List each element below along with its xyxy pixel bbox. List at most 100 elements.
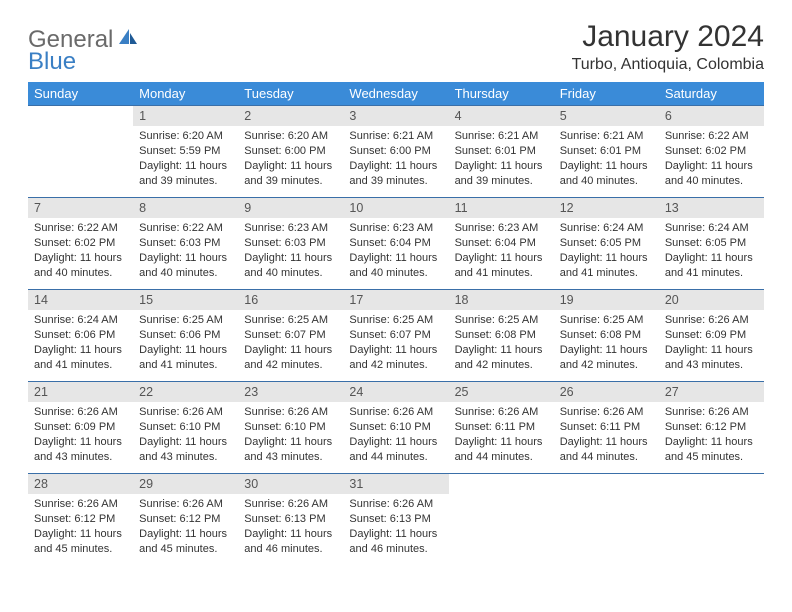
- day-cell: 27Sunrise: 6:26 AMSunset: 6:12 PMDayligh…: [659, 381, 764, 473]
- sunrise-text: Sunrise: 6:26 AM: [665, 405, 760, 420]
- day-body: Sunrise: 6:23 AMSunset: 6:03 PMDaylight:…: [238, 218, 343, 283]
- sunrise-text: Sunrise: 6:26 AM: [34, 405, 129, 420]
- weekday-header: Thursday: [449, 82, 554, 105]
- day-cell: 17Sunrise: 6:25 AMSunset: 6:07 PMDayligh…: [343, 289, 448, 381]
- sunset-text: Sunset: 6:02 PM: [665, 144, 760, 159]
- day-number: 9: [238, 197, 343, 218]
- sunrise-text: Sunrise: 6:26 AM: [455, 405, 550, 420]
- day-cell: 7Sunrise: 6:22 AMSunset: 6:02 PMDaylight…: [28, 197, 133, 289]
- daylight-text: Daylight: 11 hours and 39 minutes.: [139, 159, 234, 189]
- day-body: Sunrise: 6:26 AMSunset: 6:13 PMDaylight:…: [343, 494, 448, 559]
- day-body: Sunrise: 6:26 AMSunset: 6:13 PMDaylight:…: [238, 494, 343, 559]
- day-cell: 6Sunrise: 6:22 AMSunset: 6:02 PMDaylight…: [659, 105, 764, 197]
- sunrise-text: Sunrise: 6:20 AM: [244, 129, 339, 144]
- day-cell: 8Sunrise: 6:22 AMSunset: 6:03 PMDaylight…: [133, 197, 238, 289]
- sunset-text: Sunset: 6:07 PM: [244, 328, 339, 343]
- day-number: 7: [28, 197, 133, 218]
- sunrise-text: Sunrise: 6:25 AM: [244, 313, 339, 328]
- sunrise-text: Sunrise: 6:25 AM: [455, 313, 550, 328]
- day-number: 20: [659, 289, 764, 310]
- daylight-text: Daylight: 11 hours and 45 minutes.: [139, 527, 234, 557]
- sunrise-text: Sunrise: 6:24 AM: [34, 313, 129, 328]
- sunset-text: Sunset: 6:12 PM: [139, 512, 234, 527]
- day-cell: 26Sunrise: 6:26 AMSunset: 6:11 PMDayligh…: [554, 381, 659, 473]
- day-number: 30: [238, 473, 343, 494]
- day-body: Sunrise: 6:20 AMSunset: 5:59 PMDaylight:…: [133, 126, 238, 191]
- day-number: 26: [554, 381, 659, 402]
- sunrise-text: Sunrise: 6:23 AM: [244, 221, 339, 236]
- day-cell: 9Sunrise: 6:23 AMSunset: 6:03 PMDaylight…: [238, 197, 343, 289]
- sunrise-text: Sunrise: 6:22 AM: [665, 129, 760, 144]
- sunrise-text: Sunrise: 6:23 AM: [455, 221, 550, 236]
- sunset-text: Sunset: 6:11 PM: [560, 420, 655, 435]
- sunset-text: Sunset: 6:13 PM: [244, 512, 339, 527]
- day-number: 12: [554, 197, 659, 218]
- sunset-text: Sunset: 6:11 PM: [455, 420, 550, 435]
- sunrise-text: Sunrise: 6:24 AM: [665, 221, 760, 236]
- week-row: 28Sunrise: 6:26 AMSunset: 6:12 PMDayligh…: [28, 473, 764, 565]
- day-body: Sunrise: 6:22 AMSunset: 6:03 PMDaylight:…: [133, 218, 238, 283]
- daylight-text: Daylight: 11 hours and 45 minutes.: [34, 527, 129, 557]
- daylight-text: Daylight: 11 hours and 39 minutes.: [455, 159, 550, 189]
- sunset-text: Sunset: 6:10 PM: [139, 420, 234, 435]
- day-body: Sunrise: 6:26 AMSunset: 6:09 PMDaylight:…: [28, 402, 133, 467]
- day-number: 13: [659, 197, 764, 218]
- sunrise-text: Sunrise: 6:26 AM: [139, 405, 234, 420]
- day-body: Sunrise: 6:22 AMSunset: 6:02 PMDaylight:…: [659, 126, 764, 191]
- day-number: 28: [28, 473, 133, 494]
- title-block: January 2024 Turbo, Antioquia, Colombia: [572, 20, 764, 74]
- daylight-text: Daylight: 11 hours and 40 minutes.: [244, 251, 339, 281]
- day-number: 8: [133, 197, 238, 218]
- daylight-text: Daylight: 11 hours and 41 minutes.: [665, 251, 760, 281]
- weekday-header: Wednesday: [343, 82, 448, 105]
- day-number: 15: [133, 289, 238, 310]
- sunset-text: Sunset: 6:05 PM: [560, 236, 655, 251]
- daylight-text: Daylight: 11 hours and 44 minutes.: [455, 435, 550, 465]
- daylight-text: Daylight: 11 hours and 46 minutes.: [349, 527, 444, 557]
- day-body: Sunrise: 6:20 AMSunset: 6:00 PMDaylight:…: [238, 126, 343, 191]
- sunset-text: Sunset: 6:04 PM: [349, 236, 444, 251]
- day-cell: 29Sunrise: 6:26 AMSunset: 6:12 PMDayligh…: [133, 473, 238, 565]
- day-cell: 15Sunrise: 6:25 AMSunset: 6:06 PMDayligh…: [133, 289, 238, 381]
- daylight-text: Daylight: 11 hours and 41 minutes.: [560, 251, 655, 281]
- day-cell: 16Sunrise: 6:25 AMSunset: 6:07 PMDayligh…: [238, 289, 343, 381]
- sunset-text: Sunset: 6:01 PM: [560, 144, 655, 159]
- month-title: January 2024: [572, 20, 764, 54]
- day-number: 4: [449, 105, 554, 126]
- logo-line2: Blue: [28, 48, 76, 76]
- weekday-header-row: Sunday Monday Tuesday Wednesday Thursday…: [28, 82, 764, 105]
- sunrise-text: Sunrise: 6:24 AM: [560, 221, 655, 236]
- day-body: Sunrise: 6:25 AMSunset: 6:08 PMDaylight:…: [554, 310, 659, 375]
- sunset-text: Sunset: 6:09 PM: [665, 328, 760, 343]
- sunset-text: Sunset: 6:10 PM: [244, 420, 339, 435]
- day-cell: 19Sunrise: 6:25 AMSunset: 6:08 PMDayligh…: [554, 289, 659, 381]
- day-cell: [449, 473, 554, 565]
- day-number-empty: [659, 473, 764, 495]
- week-row: 21Sunrise: 6:26 AMSunset: 6:09 PMDayligh…: [28, 381, 764, 473]
- sunrise-text: Sunrise: 6:26 AM: [349, 405, 444, 420]
- day-cell: 4Sunrise: 6:21 AMSunset: 6:01 PMDaylight…: [449, 105, 554, 197]
- day-body: Sunrise: 6:26 AMSunset: 6:10 PMDaylight:…: [238, 402, 343, 467]
- day-cell: [554, 473, 659, 565]
- day-number: 3: [343, 105, 448, 126]
- week-row: 7Sunrise: 6:22 AMSunset: 6:02 PMDaylight…: [28, 197, 764, 289]
- week-row: 14Sunrise: 6:24 AMSunset: 6:06 PMDayligh…: [28, 289, 764, 381]
- header: General January 2024 Turbo, Antioquia, C…: [28, 20, 764, 74]
- week-row: 1Sunrise: 6:20 AMSunset: 5:59 PMDaylight…: [28, 105, 764, 197]
- day-number-empty: [28, 105, 133, 127]
- sunset-text: Sunset: 6:10 PM: [349, 420, 444, 435]
- day-number: 10: [343, 197, 448, 218]
- day-number: 11: [449, 197, 554, 218]
- logo-text-blue: Blue: [28, 48, 76, 75]
- sunrise-text: Sunrise: 6:22 AM: [34, 221, 129, 236]
- sunset-text: Sunset: 6:00 PM: [349, 144, 444, 159]
- day-body: Sunrise: 6:26 AMSunset: 6:12 PMDaylight:…: [133, 494, 238, 559]
- daylight-text: Daylight: 11 hours and 43 minutes.: [139, 435, 234, 465]
- day-number: 24: [343, 381, 448, 402]
- sunset-text: Sunset: 6:12 PM: [34, 512, 129, 527]
- day-body: Sunrise: 6:26 AMSunset: 6:12 PMDaylight:…: [28, 494, 133, 559]
- daylight-text: Daylight: 11 hours and 40 minutes.: [665, 159, 760, 189]
- sunrise-text: Sunrise: 6:25 AM: [139, 313, 234, 328]
- day-body: Sunrise: 6:25 AMSunset: 6:07 PMDaylight:…: [343, 310, 448, 375]
- daylight-text: Daylight: 11 hours and 41 minutes.: [139, 343, 234, 373]
